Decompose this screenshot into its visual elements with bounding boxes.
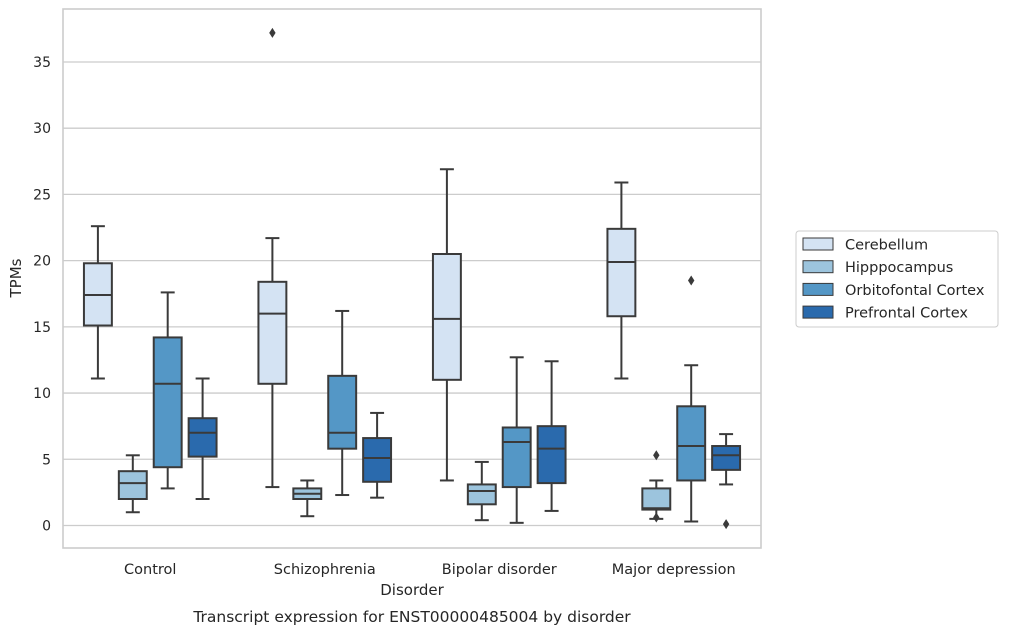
box-body xyxy=(711,445,742,471)
box-2-3 xyxy=(536,360,567,512)
outlier-point xyxy=(653,450,660,461)
box-body xyxy=(257,280,288,385)
legend-frame xyxy=(795,230,999,328)
outlier-point xyxy=(269,27,276,38)
box-body xyxy=(362,437,393,483)
x-axis-label: Disorder xyxy=(380,581,444,599)
legend-swatch xyxy=(802,305,834,319)
y-axis-label: TPMs xyxy=(7,258,25,298)
box-body xyxy=(641,487,672,511)
box-3-0 xyxy=(606,181,637,380)
box-body xyxy=(152,336,183,469)
legend-swatch xyxy=(802,260,834,274)
y-tick-label: 0 xyxy=(42,518,51,534)
x-tick-label: Control xyxy=(124,562,176,578)
box-0-1 xyxy=(117,454,148,514)
y-tick-label: 20 xyxy=(33,254,51,270)
legend-swatch xyxy=(802,237,834,251)
box-body xyxy=(676,405,707,482)
x-tick-label: Schizophrenia xyxy=(274,562,376,578)
y-tick-label: 35 xyxy=(33,55,51,71)
box-0-2 xyxy=(152,291,183,490)
box-1-3 xyxy=(362,411,393,499)
x-tick-label: Bipolar disorder xyxy=(442,562,557,578)
y-tick-label: 25 xyxy=(33,187,51,203)
box-body xyxy=(187,417,218,458)
box-0-3 xyxy=(187,377,218,500)
box-3-2 xyxy=(676,275,707,523)
y-tick-label: 15 xyxy=(33,320,51,336)
box-body xyxy=(501,426,532,489)
legend-label: Hipppocampus xyxy=(845,260,953,276)
legend: Cerebellum Hipppocampus Orbitofontal Corte… xyxy=(795,230,999,328)
box-body xyxy=(117,470,148,500)
legend-swatch xyxy=(802,282,834,296)
box-2-0 xyxy=(431,168,462,482)
box-1-2 xyxy=(327,309,358,497)
box-body xyxy=(466,483,497,506)
axis-layer: 0 5 10 15 20 25 30 35 Control Schizophrenia Bipola… xyxy=(33,55,736,578)
x-tick-label: Major depression xyxy=(612,562,736,578)
box-2-2 xyxy=(501,356,532,524)
box-3-1 xyxy=(641,450,672,523)
box-1-0 xyxy=(257,27,288,489)
plot-frame xyxy=(62,8,762,549)
y-tick-label: 5 xyxy=(42,452,51,468)
legend-label: Cerebellum xyxy=(845,238,928,254)
outlier-point xyxy=(722,519,730,530)
box-0-0 xyxy=(82,225,113,380)
box-body xyxy=(606,227,637,318)
legend-label: Orbitofontal Cortex xyxy=(845,283,985,299)
chart-caption: Transcript expression for ENST0000048500… xyxy=(192,608,631,626)
legend-label: Prefrontal Cortex xyxy=(845,306,968,322)
box-2-1 xyxy=(466,460,497,522)
box-3-3 xyxy=(711,433,742,530)
box-body xyxy=(431,253,462,381)
y-tick-label: 30 xyxy=(33,121,51,137)
outlier-point xyxy=(653,512,660,523)
y-tick-label: 10 xyxy=(33,386,51,402)
outlier-point xyxy=(688,275,695,286)
box-1-1 xyxy=(292,479,323,518)
box-body xyxy=(536,425,567,485)
box-layer xyxy=(82,27,742,530)
box-body xyxy=(327,374,358,450)
